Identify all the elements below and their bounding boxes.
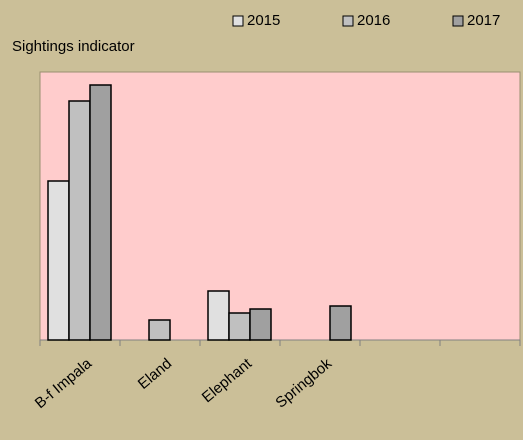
bar (228, 312, 251, 341)
bar (89, 84, 112, 341)
legend-label: 2015 (247, 12, 280, 29)
bar (329, 305, 352, 341)
legend-swatch (232, 15, 244, 27)
legend-swatch (452, 15, 464, 27)
legend-label: 2017 (467, 12, 500, 29)
bar (68, 100, 91, 341)
bar (207, 290, 230, 341)
plot-area (39, 71, 521, 341)
bar (249, 308, 272, 341)
legend-swatch (342, 15, 354, 27)
bar (148, 319, 171, 341)
chart-title: Sightings indicator (12, 38, 135, 55)
legend-label: 2016 (357, 12, 390, 29)
bar (47, 180, 70, 341)
